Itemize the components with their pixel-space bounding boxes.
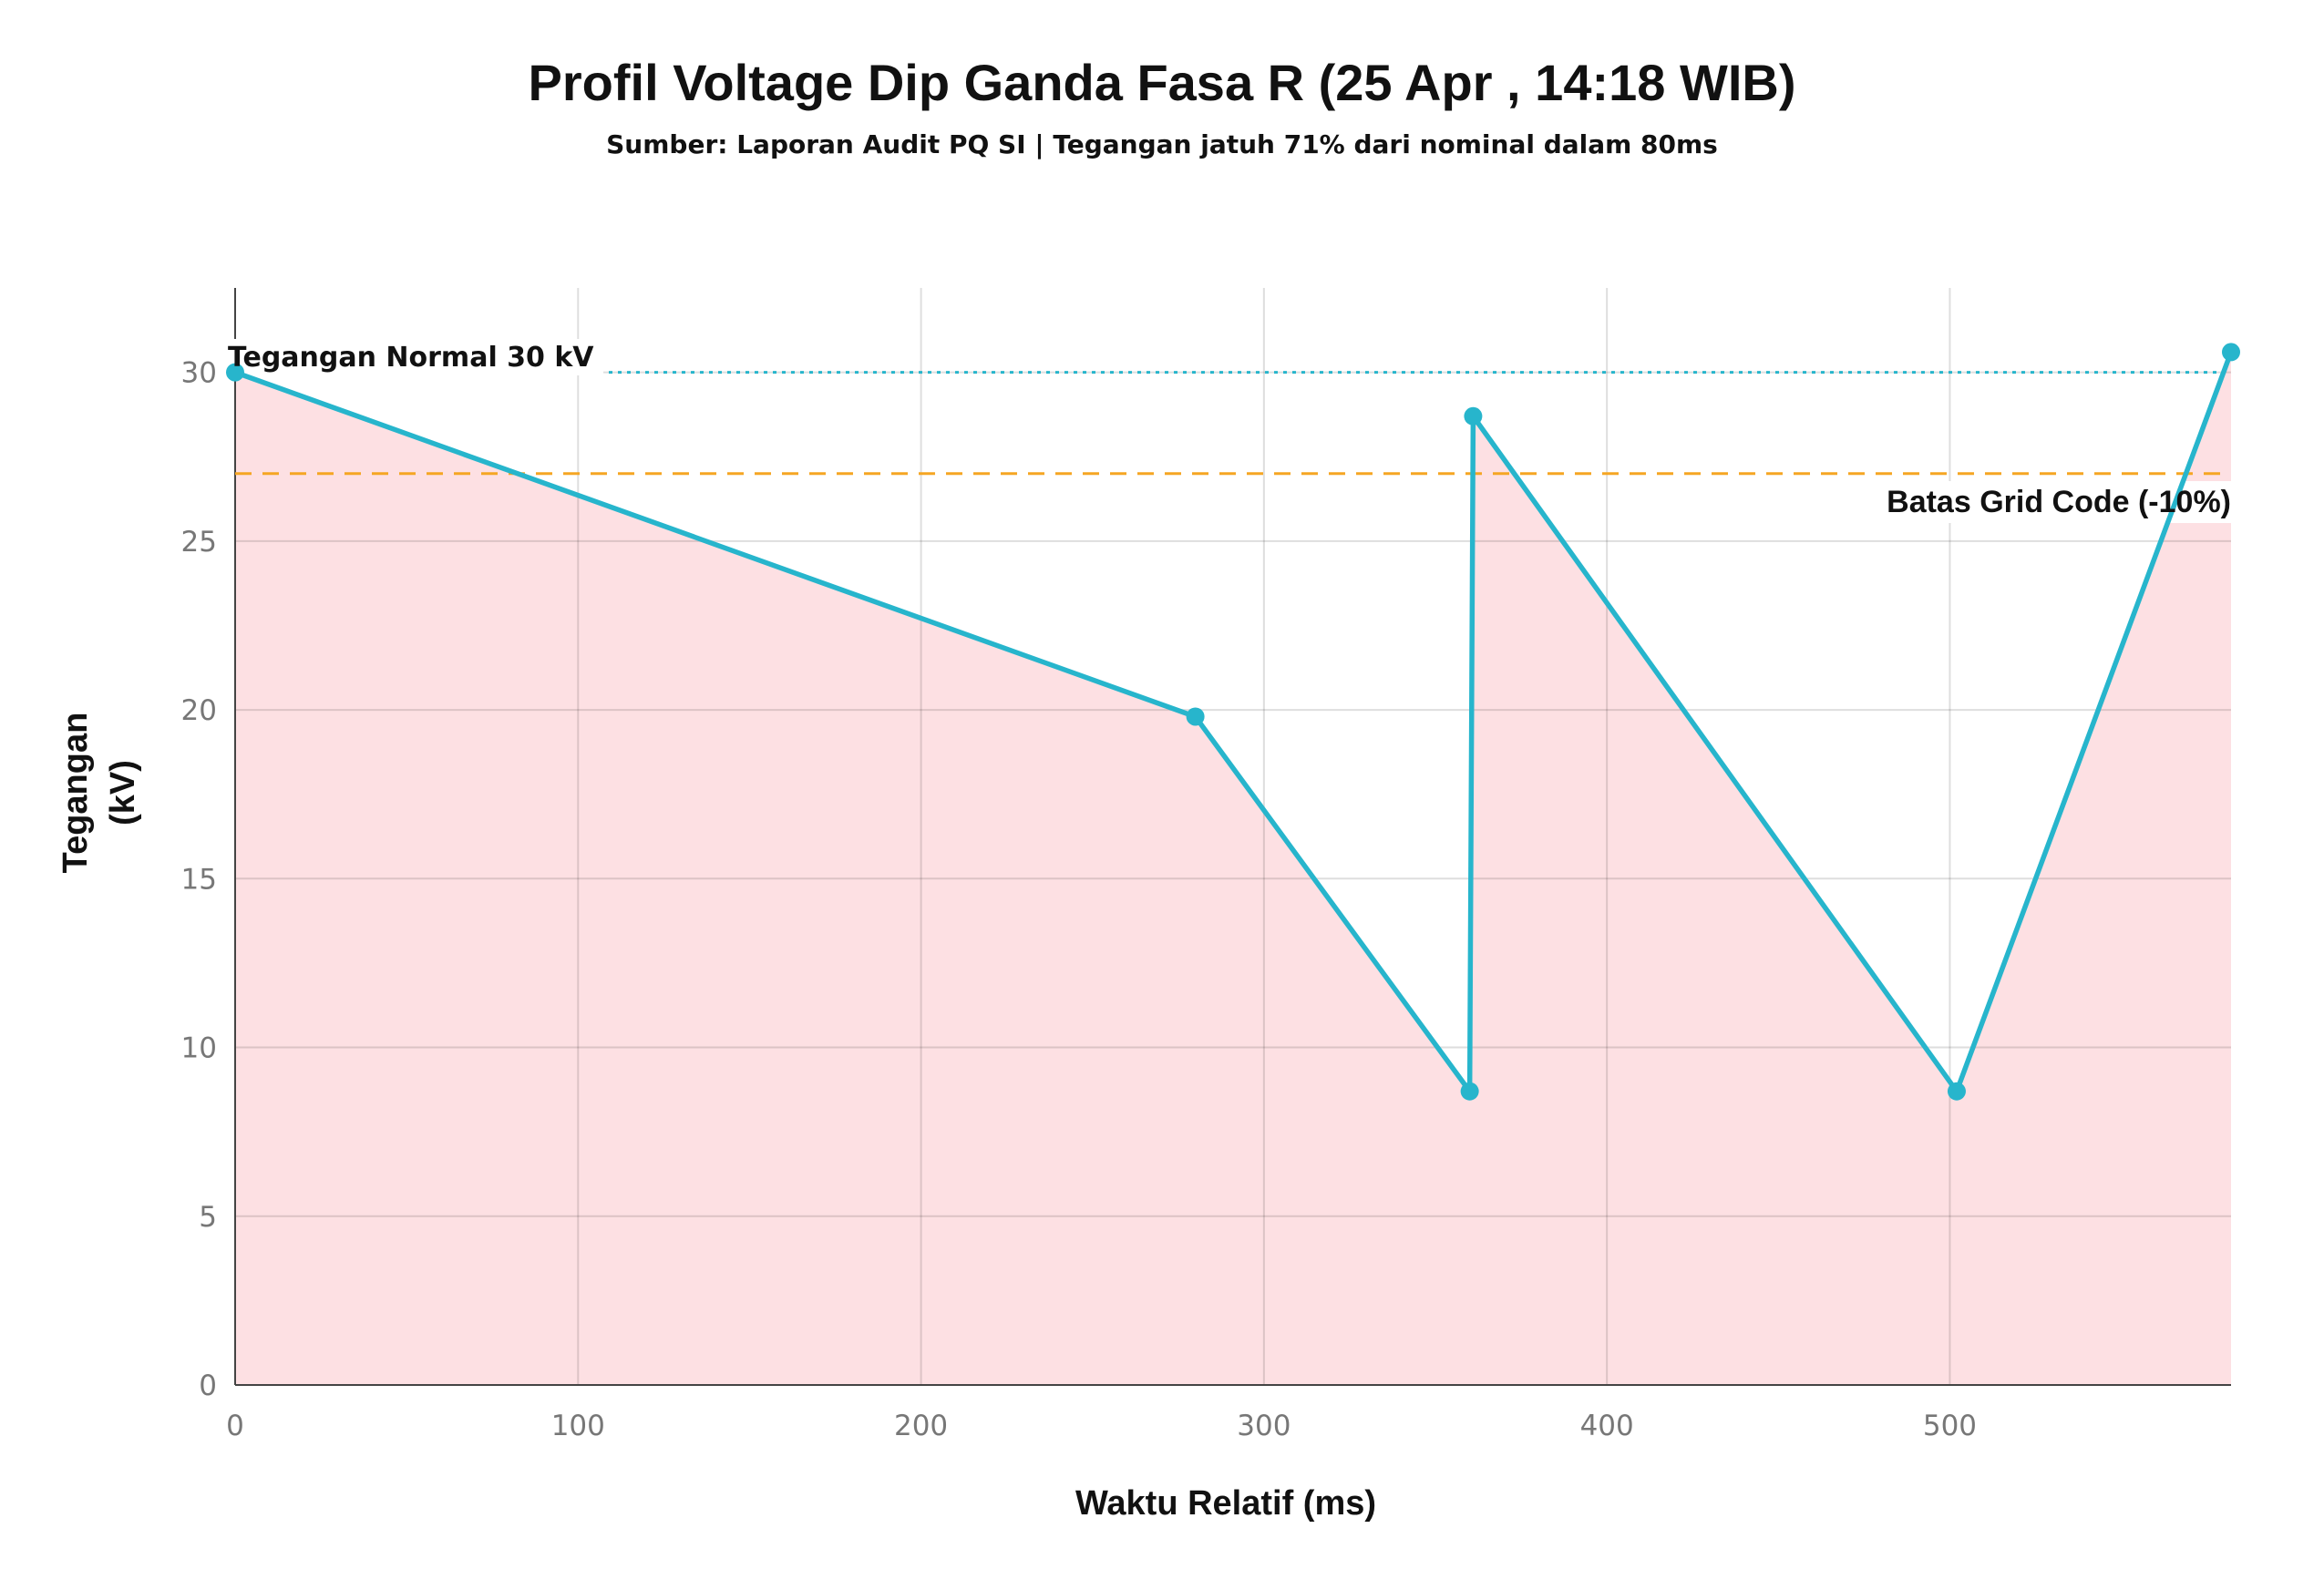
chart-subtitle: Sumber: Laporan Audit PQ SI | Tegangan j… <box>606 129 1718 159</box>
grid-code-label: Batas Grid Code (-10%) <box>1887 485 2231 519</box>
axes <box>234 288 2231 1386</box>
x-axis-title: Waktu Relatif (ms) <box>1075 1484 1376 1523</box>
data-point <box>1186 707 1205 726</box>
series-line <box>234 351 2234 1094</box>
y-tick-label: 30 <box>181 357 217 390</box>
reference-lines <box>228 339 2231 523</box>
x-tick-label: 300 <box>1237 1410 1291 1442</box>
grid <box>235 288 2231 1385</box>
y-tick-label: 0 <box>199 1369 217 1402</box>
data-point <box>1460 1082 1479 1101</box>
x-tick-label: 500 <box>1923 1410 1977 1442</box>
y-tick-label: 15 <box>181 863 217 896</box>
data-point <box>1947 1082 1966 1101</box>
data-point <box>1464 406 1483 426</box>
x-tick-label: 100 <box>551 1410 605 1442</box>
data-point <box>226 363 244 382</box>
y-tick-label: 10 <box>181 1032 217 1065</box>
data-points <box>226 343 2240 1101</box>
y-tick-label: 25 <box>181 526 217 559</box>
data-point <box>2222 343 2240 362</box>
ticks: 0 100 200 300 400 500 0 5 10 15 20 25 30 <box>181 357 1977 1442</box>
x-tick-label: 0 <box>226 1410 244 1442</box>
y-tick-label: 20 <box>181 694 217 727</box>
y-axis-title-line1: Tegangan <box>57 713 95 874</box>
x-tick-label: 200 <box>894 1410 948 1442</box>
area-fill <box>235 352 2231 1385</box>
plot-area <box>226 288 2240 1386</box>
normal-label-backdrop <box>228 339 603 375</box>
normal-voltage-label: Tegangan Normal 30 kV <box>228 342 594 374</box>
x-tick-label: 400 <box>1580 1410 1634 1442</box>
y-tick-label: 5 <box>199 1201 217 1234</box>
chart-title: Profil Voltage Dip Ganda Fasa R (25 Apr … <box>529 54 1796 111</box>
y-axis-title-line2: (kV) <box>104 760 142 826</box>
